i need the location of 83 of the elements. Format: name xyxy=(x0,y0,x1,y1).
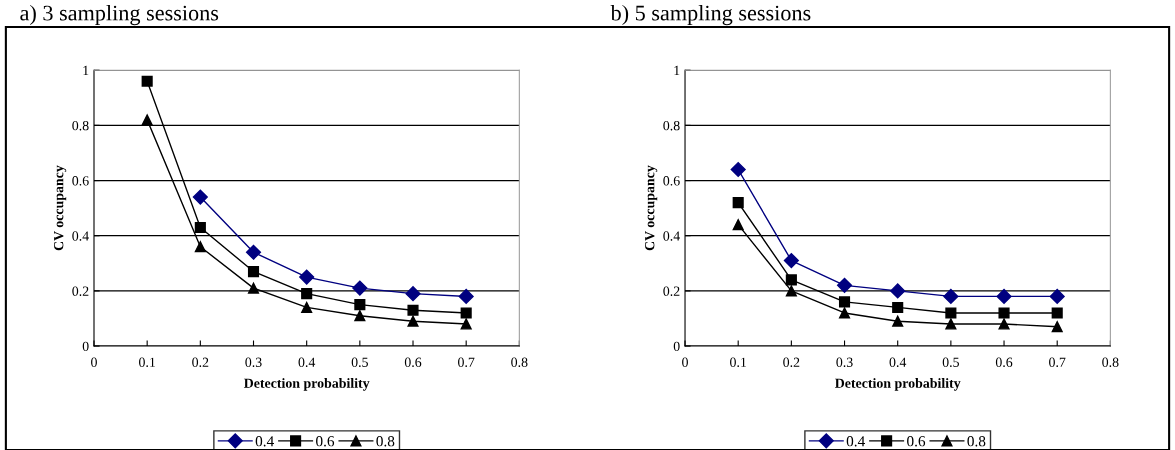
x-tick-label: 0.6 xyxy=(995,357,1013,367)
point xyxy=(141,114,153,126)
y-tick-label: 0.4 xyxy=(72,231,89,241)
chart-title: b) 5 sampling sessions xyxy=(610,4,811,26)
y-tick-label: 0.6 xyxy=(663,176,680,186)
chart-title: a) 3 sampling sessions xyxy=(20,4,219,26)
point xyxy=(836,277,853,293)
point xyxy=(1051,321,1063,333)
y-tick-label: 0.8 xyxy=(72,120,89,131)
point xyxy=(783,252,799,269)
point xyxy=(247,282,260,294)
legend-label: 0.8 xyxy=(376,436,395,447)
x-tick-label: 0.2 xyxy=(192,357,209,367)
point xyxy=(460,318,472,330)
point xyxy=(194,221,206,233)
point xyxy=(785,285,797,297)
y-axis-title: CV occupancy xyxy=(54,165,67,251)
legend-label: 0.8 xyxy=(967,436,986,447)
point xyxy=(732,219,744,231)
y-tick-label: 0.4 xyxy=(663,231,680,241)
x-tick-label: 0.5 xyxy=(942,357,960,367)
point xyxy=(943,288,959,304)
y-tick-label: 1 xyxy=(674,65,680,76)
y-axis-title: CV occupancy xyxy=(645,165,658,251)
x-axis-title: Detection probability xyxy=(243,378,370,391)
x-tick-label: 0.8 xyxy=(511,357,528,367)
point xyxy=(247,266,260,278)
x-tick-label: 0.1 xyxy=(730,357,747,367)
x-axis-title: Detection probability xyxy=(834,378,961,391)
legend-label: 0.6 xyxy=(316,436,335,447)
y-tick-label: 0.2 xyxy=(72,286,89,296)
point xyxy=(1049,288,1065,304)
y-tick-label: 1 xyxy=(83,65,89,76)
y-tick-label: 0.8 xyxy=(663,120,680,131)
x-tick-label: 0 xyxy=(682,357,688,367)
y-tick-label: 0 xyxy=(82,341,89,352)
point xyxy=(194,241,206,253)
point xyxy=(407,304,419,316)
legend-label: 0.4 xyxy=(255,436,274,447)
x-tick-label: 0.1 xyxy=(139,357,156,367)
x-tick-label: 0.8 xyxy=(1102,357,1119,367)
point xyxy=(141,75,153,87)
point xyxy=(460,307,472,319)
point xyxy=(352,280,368,296)
x-tick-label: 0.3 xyxy=(836,357,853,367)
point xyxy=(301,301,313,313)
point xyxy=(192,189,208,205)
x-tick-label: 0.4 xyxy=(298,357,316,367)
x-tick-label: 0.3 xyxy=(245,357,262,367)
legend-label: 0.4 xyxy=(846,436,865,447)
point xyxy=(301,288,313,300)
point xyxy=(299,269,315,285)
point xyxy=(732,197,744,209)
point xyxy=(998,307,1010,319)
y-tick-label: 0 xyxy=(673,341,680,352)
y-tick-label: 0.6 xyxy=(72,176,89,186)
point xyxy=(245,244,262,260)
point xyxy=(892,301,904,313)
point xyxy=(890,283,906,299)
x-tick-label: 0.2 xyxy=(783,357,800,367)
point xyxy=(996,288,1012,304)
x-tick-label: 0.7 xyxy=(1049,357,1066,367)
point xyxy=(838,307,851,319)
x-tick-label: 0.5 xyxy=(351,357,368,367)
x-tick-label: 0.6 xyxy=(404,357,422,367)
x-tick-label: 0 xyxy=(91,357,97,367)
y-tick-label: 0.2 xyxy=(663,286,680,296)
point xyxy=(785,274,797,286)
point xyxy=(354,310,366,322)
point xyxy=(892,315,904,327)
point xyxy=(354,299,366,311)
x-tick-label: 0.7 xyxy=(458,357,475,367)
legend-label: 0.6 xyxy=(907,436,926,447)
point xyxy=(945,307,957,319)
point xyxy=(838,296,851,308)
point xyxy=(945,318,957,330)
point xyxy=(730,161,746,178)
point xyxy=(405,286,421,302)
point xyxy=(1051,307,1063,319)
point xyxy=(407,315,419,327)
point xyxy=(458,288,474,304)
x-tick-label: 0.4 xyxy=(889,357,907,367)
point xyxy=(998,318,1010,330)
